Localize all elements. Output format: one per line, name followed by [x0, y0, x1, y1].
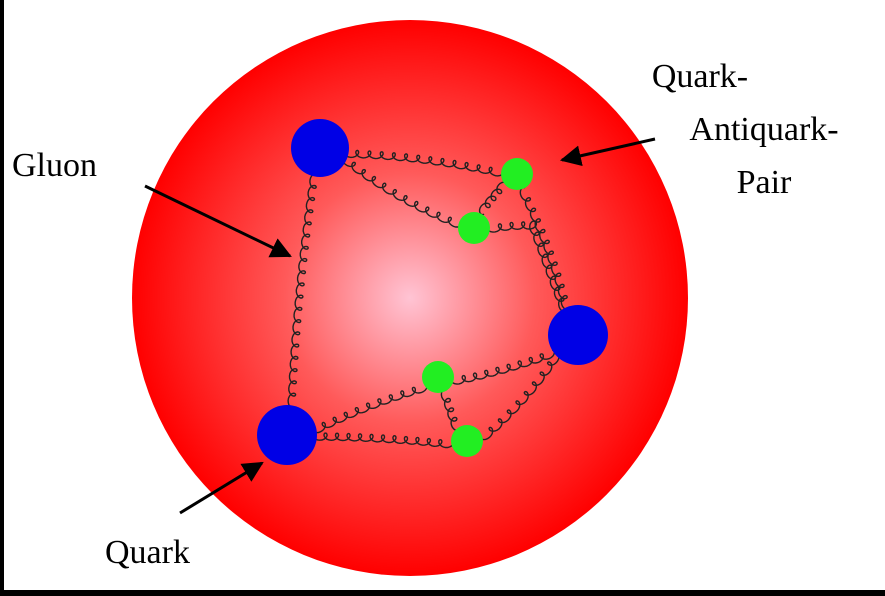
gluon	[341, 153, 464, 228]
gluon-lines	[287, 149, 571, 449]
gluon	[478, 181, 509, 216]
quark-label: Quark	[105, 534, 190, 571]
antiquark-pairs	[422, 158, 533, 457]
quarks	[257, 119, 608, 465]
quark	[257, 405, 317, 465]
gluon	[311, 432, 454, 449]
gluon	[287, 172, 319, 410]
pair-label-line: Antiquark-	[689, 111, 838, 148]
gluon	[478, 350, 560, 441]
sea-quark	[458, 212, 490, 244]
edge-bottom	[0, 590, 885, 596]
sea-quark	[451, 425, 483, 457]
gluon	[519, 186, 571, 311]
gluon-label: Gluon	[12, 147, 97, 184]
gluon	[440, 388, 461, 432]
gluon-arrow	[144, 184, 292, 258]
gluon	[529, 220, 569, 314]
pair-label-line: Pair	[737, 164, 792, 201]
pair-label-line: Quark-	[652, 58, 748, 95]
quark-arrow	[179, 461, 264, 515]
quark	[548, 305, 608, 365]
gluon	[310, 383, 428, 434]
pair-arrow	[559, 137, 656, 167]
edge-left	[0, 0, 4, 596]
gluon	[342, 149, 505, 177]
sea-quark	[501, 158, 533, 190]
sea-quark	[422, 361, 454, 393]
gluon	[450, 349, 556, 385]
gluon	[486, 221, 538, 233]
arrows	[144, 137, 656, 515]
quark	[291, 119, 349, 177]
